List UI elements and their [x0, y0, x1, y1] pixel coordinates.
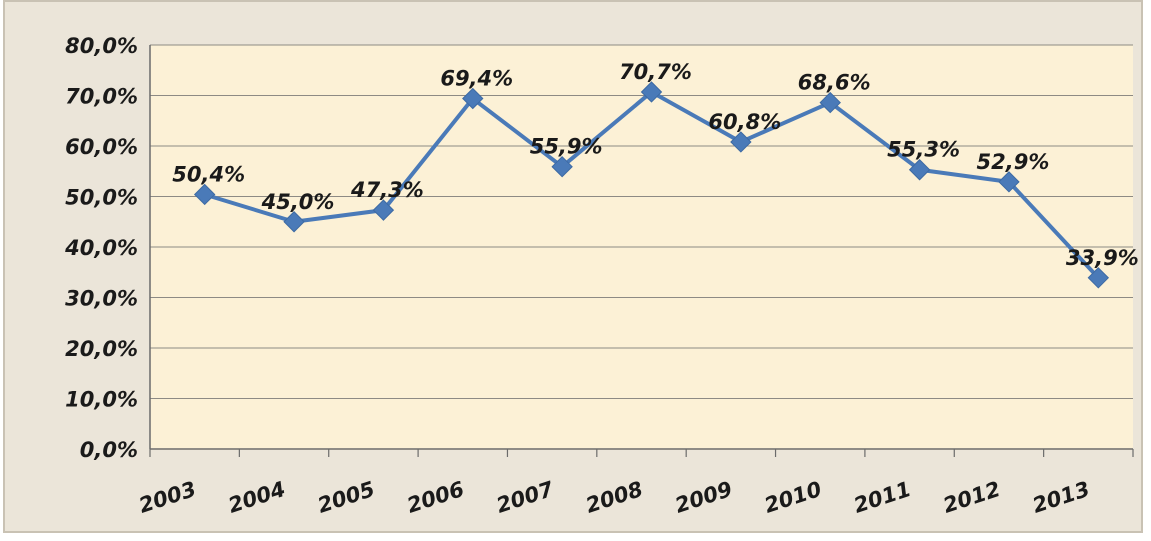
- data-point: [908, 159, 931, 181]
- x-tick-label: 2007: [493, 477, 556, 518]
- x-tick-label: 2009: [672, 477, 735, 518]
- data-label: 45,0%: [261, 190, 335, 214]
- y-tick-label: 10,0%: [65, 388, 138, 412]
- data-label: 47,3%: [350, 178, 424, 202]
- y-tick-label: 60,0%: [65, 135, 138, 159]
- y-tick-label: 40,0%: [64, 236, 138, 260]
- x-tick-label: 2006: [404, 477, 467, 518]
- series-line: [204, 89, 1100, 280]
- data-label: 70,7%: [619, 60, 692, 84]
- data-point: [819, 91, 841, 114]
- x-tick-label: 2010: [762, 477, 825, 518]
- data-point: [1087, 267, 1110, 289]
- data-point: [640, 81, 663, 103]
- y-tick-label: 0,0%: [80, 438, 138, 462]
- y-tick-label: 80,0%: [65, 34, 138, 58]
- x-tick-label: 2012: [940, 477, 1003, 518]
- data-label: 55,9%: [530, 135, 603, 159]
- data-point: [551, 155, 573, 178]
- data-point: [462, 87, 484, 110]
- x-tick-label: 2003: [136, 477, 199, 518]
- y-tick-label: 70,0%: [65, 85, 138, 109]
- data-point: [283, 211, 305, 233]
- data-point: [193, 183, 216, 206]
- x-tick-label: 2013: [1030, 477, 1093, 518]
- data-label: 55,3%: [887, 138, 960, 162]
- data-label: 68,6%: [798, 71, 871, 95]
- y-tick-label: 30,0%: [65, 287, 138, 311]
- y-tick-label: 50,0%: [65, 186, 138, 210]
- data-label: 33,9%: [1066, 246, 1139, 270]
- x-tick-label: 2005: [315, 477, 378, 518]
- data-point: [730, 131, 752, 153]
- data-label: 52,9%: [977, 150, 1050, 174]
- data-point: [998, 171, 1020, 193]
- data-label: 60,8%: [708, 110, 781, 134]
- data-label: 50,4%: [172, 162, 245, 186]
- data-point: [372, 199, 395, 221]
- data-label: 69,4%: [440, 67, 513, 91]
- x-tick-label: 2011: [851, 477, 914, 518]
- x-tick-label: 2004: [225, 477, 288, 518]
- y-tick-label: 20,0%: [65, 337, 138, 361]
- x-tick-label: 2008: [583, 477, 646, 518]
